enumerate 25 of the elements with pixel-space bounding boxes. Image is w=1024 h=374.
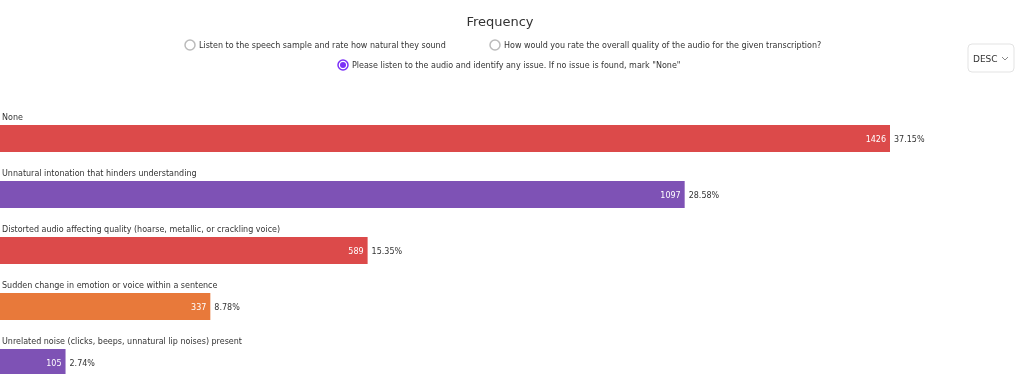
bar xyxy=(0,293,211,320)
bar xyxy=(0,181,685,208)
data-label: 1426 xyxy=(865,134,886,144)
data-label: 1097 xyxy=(660,190,681,200)
y-tick-label: Unnatural intonation that hinders understanding xyxy=(2,169,197,178)
sort-dropdown: DESC xyxy=(967,43,1015,73)
data-label: 589 xyxy=(348,246,364,256)
y-tick-label: None xyxy=(2,113,23,122)
text: Please listen to the audio and identify any issue. If no issue is found, mark "None" xyxy=(352,61,681,70)
annotation: 2.74% xyxy=(69,358,96,368)
y-tick-label: Sudden change in emotion or voice within a sentence xyxy=(2,281,218,290)
data-label: 337 xyxy=(191,302,207,312)
bar xyxy=(0,125,890,152)
bar xyxy=(0,237,368,264)
y-tick-label: Unrelated noise (clicks, beeps, unnatural lip noises) present xyxy=(2,337,242,346)
annotation: 28.58% xyxy=(688,190,720,200)
annotation: 15.35% xyxy=(371,246,403,256)
text: How would you rate the overall quality of the audio for the given transcription? xyxy=(504,41,822,50)
y-tick-label: Distorted audio affecting quality (hoarse, metallic, or crackling voice) xyxy=(2,225,281,234)
annotation: 8.78% xyxy=(214,302,241,312)
bar xyxy=(0,349,66,374)
annotation: 37.15% xyxy=(894,134,925,144)
text: Listen to the speech sample and rate how natural they sound xyxy=(199,41,446,50)
data-label: 105 xyxy=(46,358,62,368)
chart-title: Frequency xyxy=(466,14,534,29)
